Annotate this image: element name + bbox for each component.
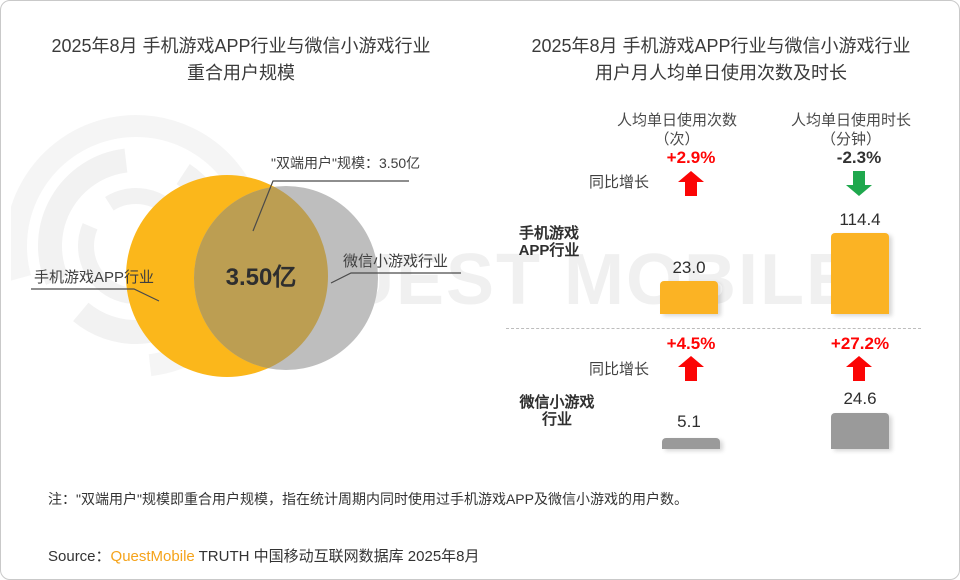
bar-minigame-duration	[831, 413, 889, 449]
source-prefix: Source：	[48, 548, 111, 565]
row-label-app-industry-line1: 手机游戏	[518, 225, 579, 242]
footnote: 注："双端用户"规模即重合用户规模，指在统计周期内同时使用过手机游戏APP及微信…	[48, 491, 688, 507]
column-header-duration-line1: 人均单日使用时长	[790, 112, 911, 129]
column-header-frequency-unit: （次）	[654, 131, 700, 148]
bar-minigame-frequency	[662, 438, 720, 449]
venn-right-label-line	[330, 272, 461, 284]
column-header-duration-unit: （分钟）	[820, 131, 881, 148]
column-header-duration: 人均单日使用时长 （分钟）	[766, 111, 936, 149]
row-label-minigame-industry: 微信小游戏 行业	[492, 394, 622, 428]
venn-left-label-line	[31, 288, 160, 302]
right-chart-title-line2: 用户月人均单日使用次数及时长	[595, 63, 847, 83]
row-label-app-industry-line2: APP行业	[518, 242, 580, 259]
left-chart-title-line2: 重合用户规模	[187, 63, 295, 83]
venn-overlap-region	[194, 186, 328, 370]
yoy-value-app-frequency: +2.9%	[666, 148, 716, 167]
up-arrow-shape	[678, 171, 704, 196]
down-arrow-icon	[846, 171, 872, 196]
column-header-frequency-line1: 人均单日使用次数	[616, 112, 737, 129]
right-chart-title-line1: 2025年8月 手机游戏APP行业与微信小游戏行业	[531, 36, 911, 56]
venn-diagram: 手机游戏APP行业 微信小游戏行业 "双端用户"规模：3.50亿 3.50亿	[31, 155, 461, 377]
bar-app-frequency	[660, 281, 718, 314]
yoy-value-minigame-duration: +27.2%	[830, 334, 890, 353]
yoy-value-app-duration: -2.3%	[836, 148, 882, 167]
left-chart-title: 2025年8月 手机游戏APP行业与微信小游戏行业 重合用户规模	[1, 33, 481, 87]
down-arrow-shape	[846, 171, 872, 196]
up-arrow-icon	[678, 171, 704, 196]
row-divider-dashed	[506, 328, 921, 329]
up-arrow-shape	[678, 356, 704, 381]
yoy-growth-label-row2: 同比增长	[588, 361, 649, 378]
bar-value-minigame-frequency: 5.1	[677, 412, 701, 431]
venn-left-label: 手机游戏APP行业	[34, 269, 154, 286]
bar-value-minigame-duration: 24.6	[843, 389, 877, 408]
row-label-minigame-industry-line2: 行业	[541, 411, 572, 428]
venn-right-label: 微信小游戏行业	[343, 253, 448, 270]
column-header-frequency: 人均单日使用次数 （次）	[592, 111, 762, 149]
bar-value-app-frequency: 23.0	[672, 258, 706, 277]
source-line: Source：QuestMobile TRUTH 中国移动互联网数据库 2025…	[48, 545, 480, 566]
source-suffix: TRUTH 中国移动互联网数据库 2025年8月	[194, 548, 480, 565]
questmobile-text-watermark: QUEST MOBILE	[284, 240, 857, 320]
row-label-minigame-industry-line1: 微信小游戏	[519, 394, 595, 411]
bar-app-duration	[831, 233, 889, 314]
left-chart-title-line1: 2025年8月 手机游戏APP行业与微信小游戏行业	[51, 36, 431, 56]
row-label-app-industry: 手机游戏 APP行业	[484, 225, 614, 259]
source-brand: QuestMobile	[110, 548, 195, 565]
venn-callout-line	[252, 180, 409, 232]
venn-callout-label: "双端用户"规模：3.50亿	[271, 155, 420, 171]
up-arrow-icon	[846, 356, 872, 381]
up-arrow-shape	[846, 356, 872, 381]
right-chart-title: 2025年8月 手机游戏APP行业与微信小游戏行业 用户月人均单日使用次数及时长	[481, 33, 959, 87]
yoy-value-minigame-frequency: +4.5%	[666, 334, 716, 353]
up-arrow-icon	[678, 356, 704, 381]
bar-value-app-duration: 114.4	[839, 210, 881, 229]
yoy-growth-label-row1: 同比增长	[588, 174, 649, 191]
venn-overlap-value: 3.50亿	[226, 264, 297, 291]
